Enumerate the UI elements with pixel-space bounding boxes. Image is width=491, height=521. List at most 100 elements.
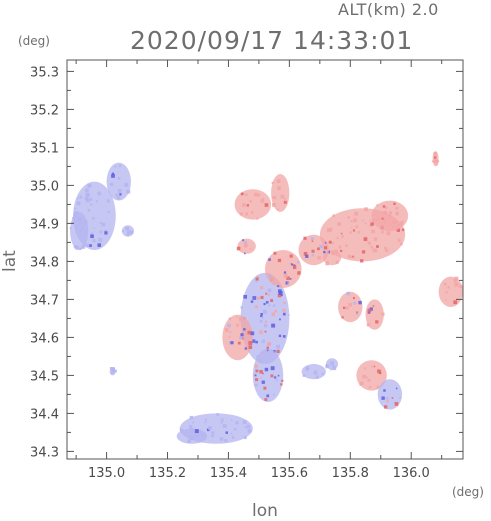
data-layer (69, 151, 463, 444)
echo-pixel (373, 237, 378, 241)
echo-pixel (204, 421, 207, 424)
echo-pixel (352, 229, 356, 232)
echo-pixel (265, 301, 269, 304)
echo-pixel (260, 198, 265, 203)
echo-region (438, 276, 463, 307)
echo-pixel (383, 405, 388, 409)
echo-pixel (244, 240, 247, 244)
echo-pixel (454, 282, 459, 287)
echo-pixel (386, 231, 391, 236)
echo-pixel (192, 421, 194, 424)
echo-pixel (292, 265, 297, 270)
echo-pixel (72, 221, 75, 224)
echo-pixel (244, 347, 248, 350)
echo-pixel (381, 230, 384, 234)
echo-pixel (310, 237, 314, 241)
x-tick-label: 135.8 (332, 466, 369, 481)
echo-pixel (274, 309, 278, 313)
echo-pixel (311, 240, 314, 242)
echo-pixel (272, 196, 275, 199)
echo-pixel (277, 186, 281, 191)
y-tick-label: 34.4 (30, 407, 59, 422)
echo-pixel (372, 305, 375, 307)
echo-pixel (187, 439, 191, 444)
echo-pixel (283, 271, 287, 274)
echo-pixel (276, 179, 281, 184)
echo-pixel (268, 258, 271, 261)
echo-pixel (358, 300, 362, 305)
echo-pixel (284, 197, 286, 200)
echo-pixel (77, 197, 79, 200)
echo-pixel (401, 224, 404, 227)
echo-region (431, 151, 440, 167)
echo-pixel (287, 282, 290, 285)
echo-pixel (194, 429, 199, 434)
echo-pixel (263, 386, 267, 390)
echo-pixel (230, 341, 234, 345)
echo-pixel (75, 245, 80, 250)
echo-pixel (254, 383, 258, 387)
echo-blob (70, 212, 89, 250)
echo-pixel (317, 247, 320, 251)
echo-pixel (346, 291, 350, 296)
echo-pixel (76, 211, 79, 214)
echo-pixel (255, 277, 259, 281)
echo-pixel (264, 203, 269, 207)
echo-pixel (369, 219, 371, 222)
echo-pixel (264, 324, 268, 328)
echo-pixel (236, 323, 240, 327)
echo-pixel (84, 220, 88, 224)
echo-pixel (323, 250, 326, 254)
echo-pixel (453, 279, 457, 283)
echo-pixel (336, 236, 339, 239)
echo-pixel (367, 241, 371, 245)
echo-pixel (355, 312, 359, 316)
echo-pixel (256, 296, 260, 300)
echo-pixel (383, 389, 386, 392)
echo-pixel (386, 400, 389, 403)
echo-pixel (273, 251, 277, 255)
echo-pixel (326, 260, 329, 263)
echo-pixel (267, 273, 270, 275)
echo-pixel (436, 163, 439, 166)
echo-pixel (399, 222, 403, 225)
echo-pixel (270, 366, 275, 371)
echo-pixel (276, 349, 280, 353)
echo-pixel (126, 189, 131, 194)
echo-pixel (282, 335, 286, 338)
echo-pixel (200, 433, 204, 437)
echo-pixel (393, 202, 396, 205)
echo-pixel (283, 273, 288, 278)
echo-pixel (69, 227, 72, 230)
echo-blob (265, 250, 302, 288)
echo-pixel (276, 344, 281, 349)
echo-pixel (361, 250, 366, 254)
echo-pixel (179, 428, 184, 432)
echo-pixel (189, 436, 194, 440)
echo-pixel (347, 254, 352, 259)
echo-pixel (396, 228, 400, 232)
echo-pixel (99, 221, 102, 224)
echo-pixel (262, 316, 265, 319)
echo-pixel (377, 369, 381, 374)
echo-pixel (384, 217, 387, 220)
echo-pixel (350, 226, 353, 229)
echo-pixel (122, 230, 124, 232)
echo-pixel (366, 323, 371, 327)
echo-pixel (399, 397, 401, 399)
echo-pixel (445, 299, 447, 301)
echo-pixel (366, 376, 368, 379)
echo-pixel (256, 193, 260, 197)
echo-pixel (277, 289, 282, 293)
echo-pixel (247, 330, 251, 335)
echo-pixel (376, 385, 380, 389)
echo-pixel (264, 398, 268, 401)
echo-pixel (189, 425, 193, 429)
y-tick-label: 34.9 (30, 217, 59, 232)
echo-pixel (224, 328, 229, 332)
echo-pixel (263, 302, 266, 306)
echo-pixel (384, 246, 387, 250)
echo-pixel (297, 271, 301, 275)
x-tick-label: 135.2 (149, 466, 186, 481)
echo-pixel (289, 254, 293, 258)
